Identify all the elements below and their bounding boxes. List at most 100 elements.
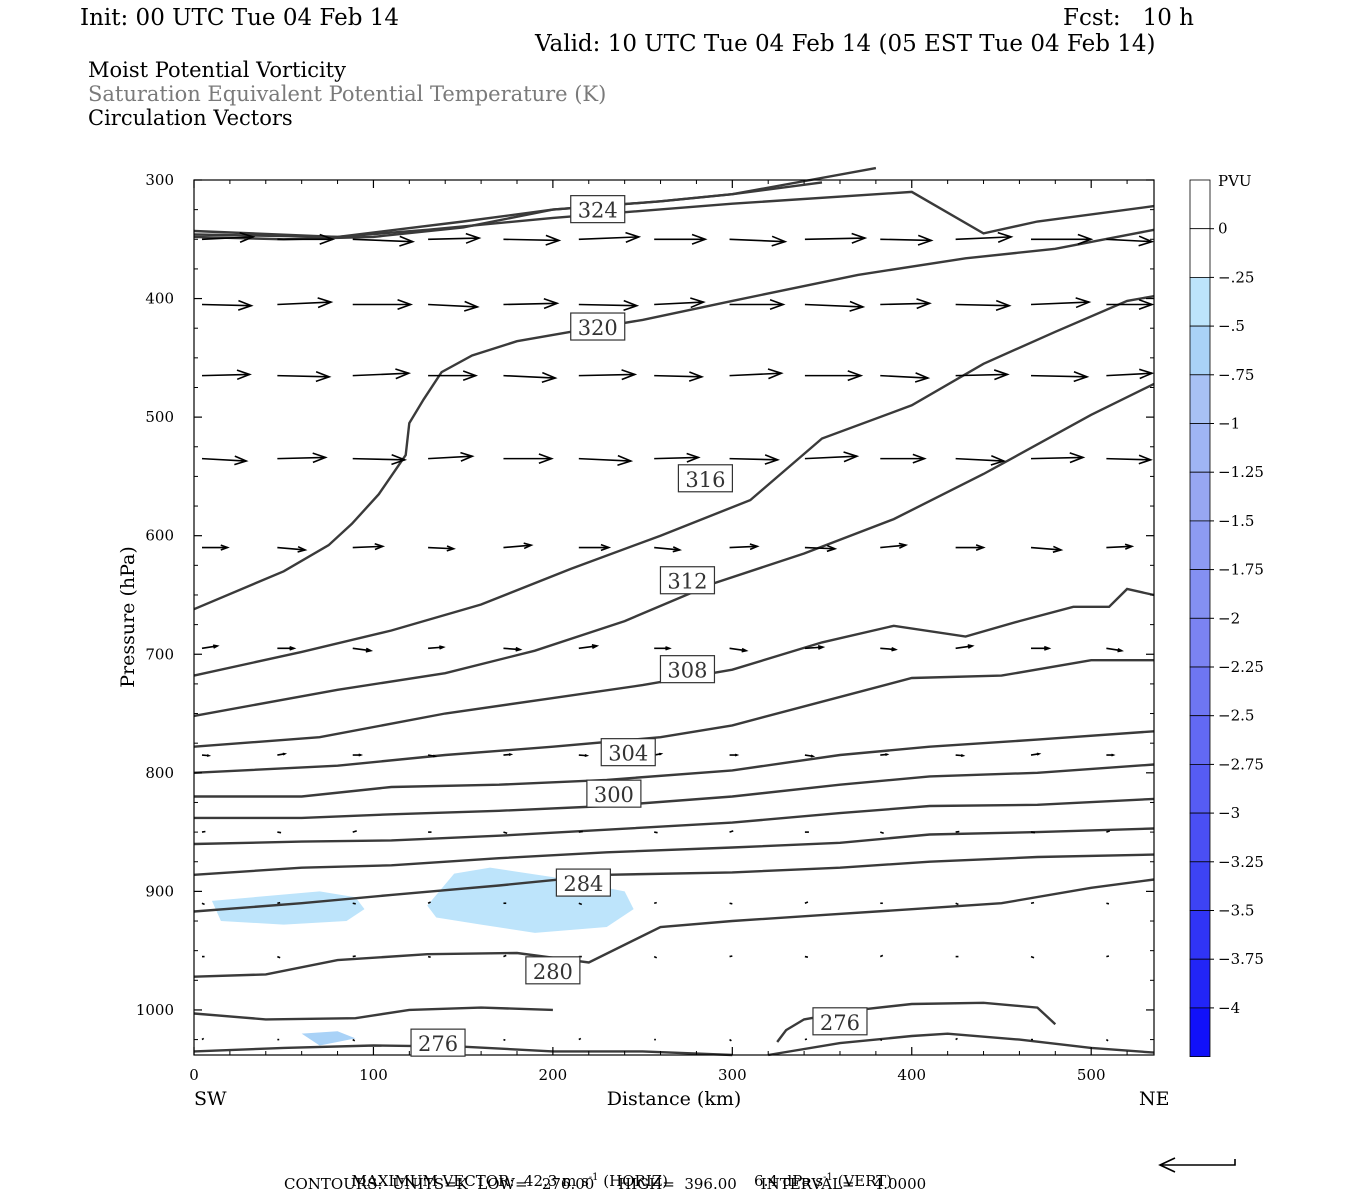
vector-arrow — [955, 902, 959, 906]
vector-arrow — [654, 901, 657, 905]
vector-arrow — [352, 753, 364, 757]
vector-arrow — [428, 451, 475, 462]
vector-arrow — [729, 235, 788, 247]
vector-arrow — [1031, 233, 1094, 245]
colorbar-label: −1.25 — [1218, 463, 1264, 481]
vector-arrow — [201, 231, 256, 244]
y-tick-label: 400 — [145, 290, 174, 308]
vector-arrow — [955, 644, 975, 650]
vector-arrow — [578, 369, 638, 381]
contour-label-text: 308 — [667, 659, 707, 683]
contour-label-text: 312 — [667, 570, 707, 594]
vector-arrow — [729, 543, 760, 551]
vector-arrow — [879, 954, 884, 958]
vector-arrow — [352, 902, 356, 905]
field-title-mpv: Moist Potential Vorticity — [88, 58, 346, 82]
vector-arrow — [1106, 753, 1116, 757]
vector-arrow — [804, 544, 838, 553]
x-tick-label: 400 — [897, 1066, 926, 1084]
x-axis-title: Distance (km) — [607, 1088, 742, 1110]
vector-arrow — [880, 372, 931, 383]
contour-320-1 — [193, 190, 1155, 239]
vector-arrow — [955, 754, 966, 757]
vector-arrow — [1031, 645, 1052, 651]
contour-label-text: 284 — [563, 872, 603, 896]
vector-arrow — [578, 454, 634, 466]
vector-arrow — [1030, 831, 1036, 834]
x-tick-label: 0 — [189, 1066, 199, 1084]
vector-arrow — [955, 369, 1010, 381]
vector-arrow — [503, 453, 554, 464]
vector-arrow — [1030, 901, 1035, 905]
theta-es-contours — [193, 166, 1155, 1057]
vector-arrow — [277, 545, 308, 553]
colorbar-swatch — [1189, 812, 1211, 863]
vector-arrow — [729, 298, 786, 311]
vector-arrow — [578, 644, 600, 650]
vector-arrow — [201, 1037, 205, 1041]
colorbar-label: −3.75 — [1218, 950, 1264, 968]
vector-arrow — [503, 542, 534, 550]
vector-arrow — [277, 297, 334, 309]
vector-arrow — [955, 1037, 958, 1041]
contour-label-8: 304 — [600, 738, 656, 767]
vector-arrow — [578, 543, 612, 552]
colorbar-swatch — [1189, 861, 1211, 911]
vector-arrow — [1030, 371, 1090, 383]
vector-arrow — [503, 234, 562, 246]
y-tick-label: 700 — [145, 645, 174, 663]
vector-arrow — [277, 233, 336, 245]
vector-arrow — [729, 454, 780, 465]
contour-label-6: 308 — [659, 655, 716, 684]
vector-arrow — [729, 830, 734, 833]
vector-arrow — [277, 901, 281, 905]
vector-arrow — [277, 955, 281, 959]
colorbar-label: −1.5 — [1218, 512, 1254, 530]
contour-label-text: 316 — [685, 468, 725, 492]
vector-arrow — [880, 753, 890, 756]
colorbar-swatch — [1189, 179, 1211, 230]
vector-arrow — [729, 647, 749, 653]
vector-arrow — [503, 298, 560, 310]
circulation-vectors — [201, 231, 1155, 1042]
max-vector-info: MAXIMUM VECTOR: 42.3 m s-1 (HORIZ) 6.4 dP… — [351, 1172, 893, 1190]
vector-arrow — [804, 1038, 808, 1041]
vector-arrow — [804, 955, 809, 958]
vector-arrow — [201, 902, 205, 906]
vector-arrow — [729, 1038, 732, 1042]
vector-arrow — [880, 647, 898, 652]
vector-arrow — [277, 452, 328, 464]
vector-arrow — [201, 455, 249, 466]
contour-label-16: 276 — [812, 1007, 868, 1036]
vector-arrow — [428, 370, 479, 381]
vector-arrow — [654, 831, 658, 834]
vector-arrow — [503, 753, 514, 757]
vector-arrow — [427, 901, 431, 904]
vector-arrow — [654, 233, 708, 245]
vector-arrow — [880, 831, 884, 835]
vector-arrow — [1030, 955, 1035, 959]
vector-arrow — [1106, 647, 1124, 653]
vector-arrow — [955, 544, 986, 551]
vector-arrow — [653, 955, 658, 959]
contour-info: CONTOURS: UNITS=K LOW= 276.00 HIGH= 396.… — [284, 1175, 927, 1193]
vector-arrow — [352, 298, 414, 311]
colorbar-swatch — [1189, 910, 1211, 960]
colorbar-label: −1.75 — [1218, 561, 1264, 579]
vector-arrow — [1106, 902, 1110, 905]
colorbar-swatch — [1189, 374, 1211, 424]
valid-time: Valid: 10 UTC Tue 04 Feb 14 (05 EST Tue … — [535, 31, 1156, 57]
vector-arrow — [804, 644, 826, 650]
vector-arrow — [578, 299, 640, 311]
contour-296 — [193, 797, 1155, 846]
y-tick-label: 300 — [145, 171, 174, 189]
vector-arrow — [804, 300, 866, 312]
contour-304 — [194, 730, 1155, 798]
vector-arrow — [201, 369, 252, 381]
vector-arrow — [729, 902, 733, 905]
vector-arrow — [729, 753, 740, 757]
colorbar-swatch — [1189, 958, 1211, 1009]
contour-label-text: 300 — [594, 783, 634, 807]
vector-arrow — [428, 545, 456, 552]
y-tick-label: 600 — [145, 527, 174, 545]
